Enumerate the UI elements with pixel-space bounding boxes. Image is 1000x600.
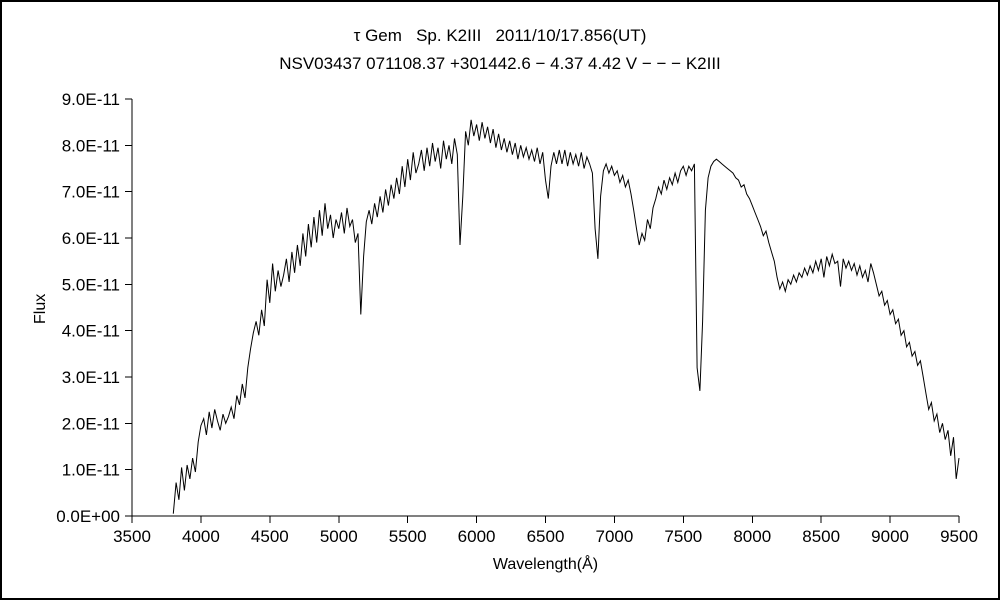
chart-subtitle: NSV03437 071108.37 +301442.6 − 4.37 4.42… xyxy=(279,54,721,73)
x-tick-label: 9500 xyxy=(940,527,978,546)
x-tick-label: 6000 xyxy=(458,527,496,546)
chart-title: τ Gem Sp. K2III 2011/10/17.856(UT) xyxy=(353,26,647,45)
x-tick-label: 4500 xyxy=(251,527,289,546)
spectrum-line xyxy=(172,119,960,514)
y-tick-label: 4.0E-11 xyxy=(62,322,120,341)
y-tick-label: 9.0E-11 xyxy=(62,90,120,109)
x-tick-label: 9000 xyxy=(871,527,909,546)
y-tick-label: 3.0E-11 xyxy=(62,368,120,387)
x-tick-label: 7500 xyxy=(664,527,702,546)
y-tick-label: 7.0E-11 xyxy=(62,183,120,202)
x-tick-label: 8000 xyxy=(733,527,771,546)
x-axis-title: Wavelength(Å) xyxy=(492,556,599,573)
x-tick-label: 7000 xyxy=(596,527,634,546)
y-tick-label: 8.0E-11 xyxy=(62,136,120,155)
y-tick-label: 1.0E-11 xyxy=(62,461,120,480)
x-tick-label: 8500 xyxy=(802,527,840,546)
y-tick-label: 5.0E-11 xyxy=(62,275,120,294)
x-tick-label: 3500 xyxy=(113,527,151,546)
x-tick-label: 4000 xyxy=(182,527,220,546)
x-tick-label: 5000 xyxy=(320,527,358,546)
x-tick-label: 5500 xyxy=(389,527,427,546)
y-tick-label: 2.0E-11 xyxy=(62,414,120,433)
y-tick-label: 0.0E+00 xyxy=(56,507,120,526)
y-tick-label: 6.0E-11 xyxy=(62,229,120,248)
x-tick-label: 6500 xyxy=(527,527,565,546)
